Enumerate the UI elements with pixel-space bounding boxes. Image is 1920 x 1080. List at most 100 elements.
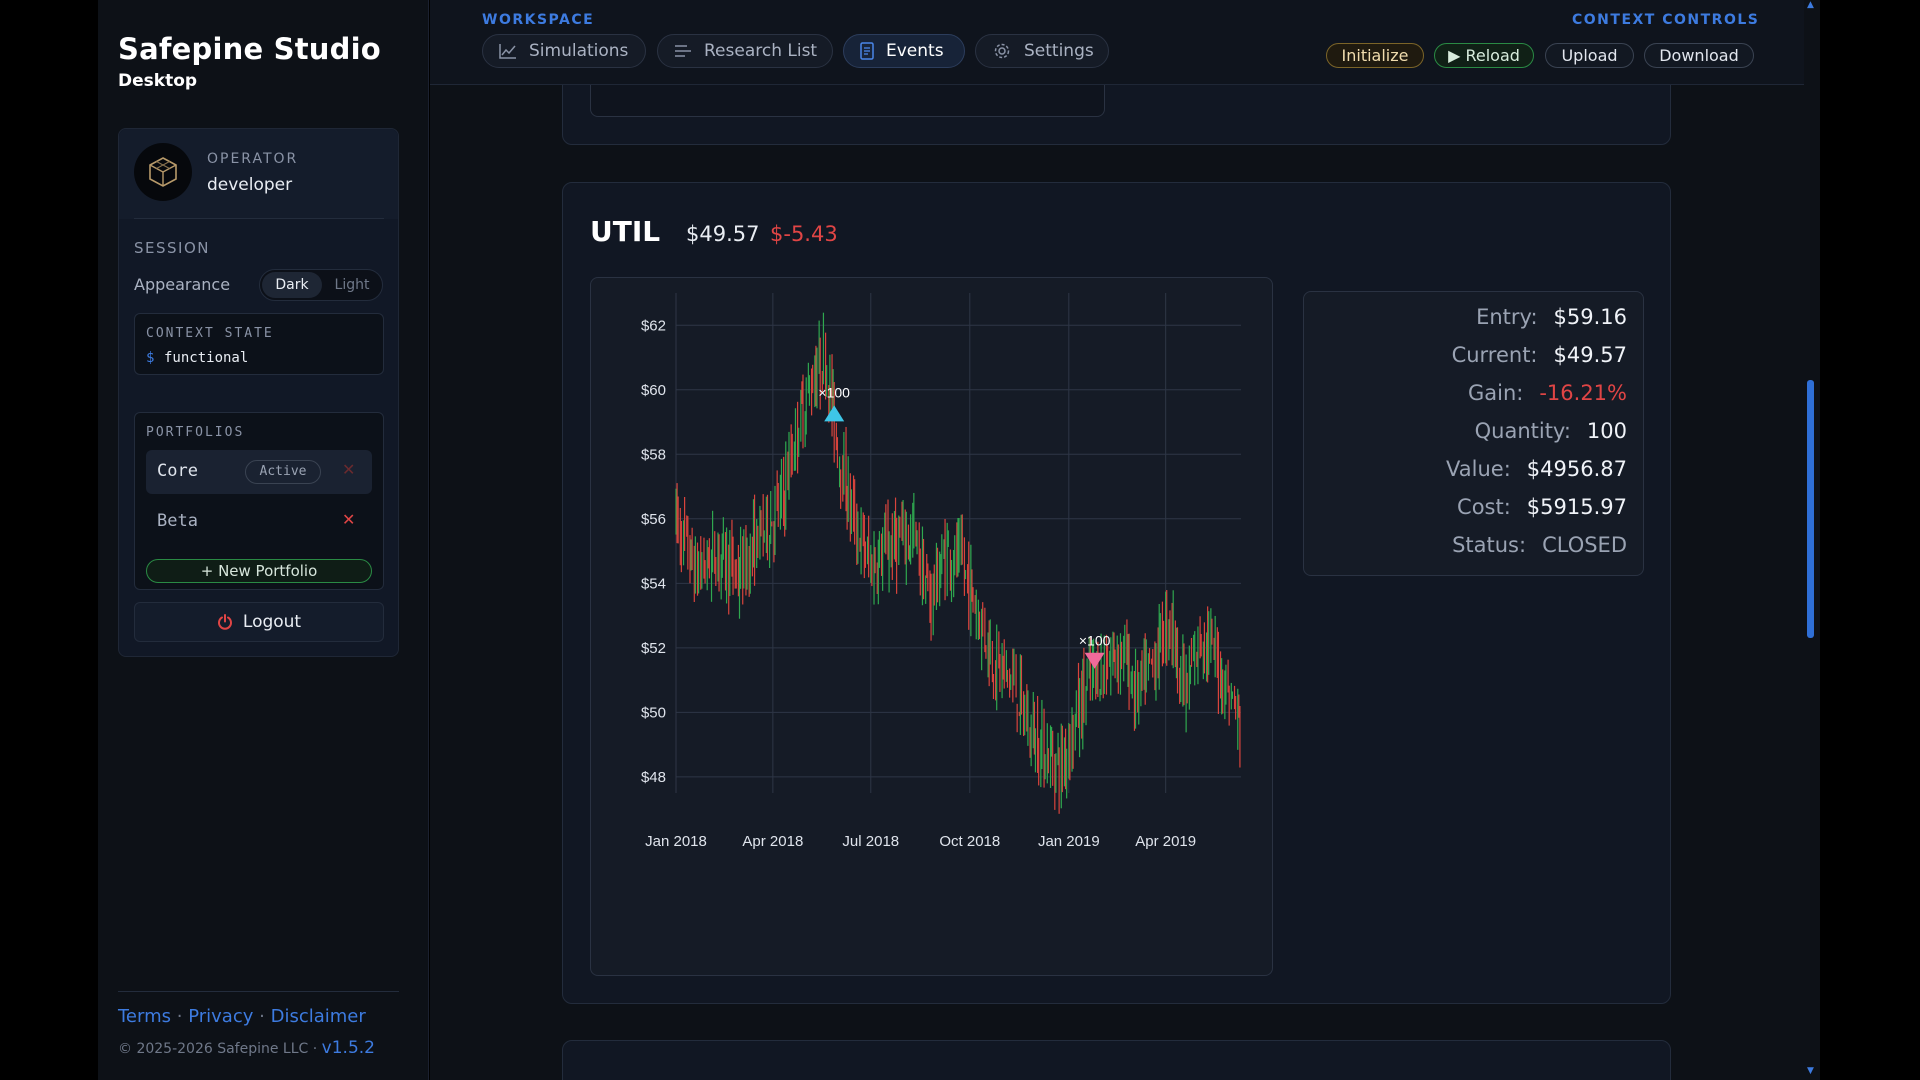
copyright-text: © 2025-2026 Safepine LLC · <box>118 1041 318 1057</box>
terms-link[interactable]: Terms <box>118 1006 172 1027</box>
avatar <box>134 143 192 201</box>
context-controls-label: CONTEXT CONTROLS <box>1572 12 1760 28</box>
event-price: $49.57 <box>686 222 760 246</box>
reload-button[interactable]: ▶ Reload <box>1434 43 1534 68</box>
separator: · <box>176 1006 183 1027</box>
context-state-box: CONTEXT STATE $ functional <box>134 313 384 375</box>
remove-portfolio-icon[interactable]: ✕ <box>342 510 356 529</box>
footer-links: Terms · Privacy · Disclaimer <box>118 1006 366 1027</box>
chart-line-icon <box>499 44 516 59</box>
y-tick-label: $50 <box>641 704 666 721</box>
stat-gain: Gain: -16.21% <box>1307 381 1627 411</box>
new-portfolio-button[interactable]: + New Portfolio <box>146 559 372 583</box>
stat-label: Quantity: <box>1474 419 1571 443</box>
x-tick-label: Jan 2019 <box>1038 833 1100 850</box>
event-ticker: UTIL <box>590 215 661 248</box>
stat-label: Status: <box>1452 533 1527 557</box>
portfolios-label: PORTFOLIOS <box>146 425 245 440</box>
y-tick-label: $56 <box>641 511 666 528</box>
operator-label: OPERATOR <box>207 151 299 167</box>
stat-value-row: Value: $4956.87 <box>1307 457 1627 487</box>
disclaimer-link[interactable]: Disclaimer <box>270 1006 366 1027</box>
app-subtitle: Desktop <box>118 71 198 91</box>
marker-label: ×100 <box>1079 633 1111 649</box>
buy-marker <box>824 405 845 422</box>
app-title: Safepine Studio <box>118 32 381 66</box>
x-tick-label: Oct 2018 <box>939 833 1000 850</box>
candlestick-chart: $62 $60 $58 $56 $54 $52 $50 $48 Jan 2018 Apr 2018… <box>641 293 1241 850</box>
y-tick-label: $54 <box>641 575 666 592</box>
stat-quantity: Quantity: 100 <box>1307 419 1627 449</box>
y-tick-label: $52 <box>641 640 666 657</box>
operator-block: OPERATOR developer <box>119 129 398 219</box>
active-badge: Active <box>245 460 321 484</box>
document-icon <box>860 42 874 60</box>
stat-current: Current: $49.57 <box>1307 343 1627 373</box>
cube-logo-icon <box>149 157 177 187</box>
remove-portfolio-icon[interactable]: ✕ <box>342 460 356 479</box>
theme-toggle[interactable]: Dark Light <box>259 269 383 301</box>
x-tick-label: Apr 2019 <box>1135 833 1196 850</box>
portfolios-box: PORTFOLIOS Core Active ✕ Beta ✕ + New Po… <box>134 412 384 590</box>
price-chart: $62 $60 $58 $56 $54 $52 $50 $48 Jan 2018 Apr 2018… <box>590 277 1273 976</box>
stat-value: CLOSED <box>1542 533 1627 557</box>
privacy-link[interactable]: Privacy <box>188 1006 254 1027</box>
workspace-label: WORKSPACE <box>482 12 595 28</box>
context-prompt: $ <box>146 350 155 366</box>
tab-events[interactable]: Events <box>843 34 965 68</box>
copyright: © 2025-2026 Safepine LLC · v1.5.2 <box>118 1038 375 1058</box>
tab-research-list[interactable]: Research List <box>657 34 833 68</box>
power-icon <box>217 614 232 630</box>
y-tick-label: $62 <box>641 317 666 334</box>
stat-value: $49.57 <box>1553 343 1627 367</box>
theme-light-option[interactable]: Light <box>334 277 370 293</box>
separator: · <box>259 1006 265 1027</box>
top-bar: WORKSPACE Simulations Research List <box>430 0 1804 85</box>
logout-label: Logout <box>242 612 302 632</box>
initialize-button[interactable]: Initialize <box>1326 43 1424 68</box>
operator-name: developer <box>207 175 293 195</box>
logout-button[interactable]: Logout <box>134 602 384 642</box>
gear-icon <box>994 43 1010 59</box>
x-tick-label: Apr 2018 <box>742 833 803 850</box>
list-icon <box>675 45 691 57</box>
context-state-value: functional <box>164 350 249 366</box>
tab-label: Settings <box>1024 41 1094 61</box>
sidebar-panel: OPERATOR developer SESSION Appearance Da… <box>118 128 399 657</box>
portfolio-name: Core <box>157 461 198 481</box>
position-stats: Entry: $59.16 Current: $49.57 Gain: -16.… <box>1303 291 1644 576</box>
upload-button[interactable]: Upload <box>1545 43 1634 68</box>
event-change: $-5.43 <box>770 222 838 246</box>
divider <box>118 991 399 992</box>
main-content: UTIL $49.57 $-5.43 $62 $60 $58 $56 $54 $52 $50… <box>430 0 1804 1080</box>
tab-label: Research List <box>704 41 818 61</box>
next-event-card <box>562 1040 1671 1080</box>
stat-cost: Cost: $5915.97 <box>1307 495 1627 525</box>
session-label: SESSION <box>134 239 210 257</box>
scrollbar-thumb[interactable] <box>1807 380 1814 638</box>
context-state-label: CONTEXT STATE <box>146 326 274 341</box>
stat-label: Gain: <box>1467 381 1524 405</box>
stat-label: Current: <box>1451 343 1538 367</box>
portfolio-name: Beta <box>157 511 198 531</box>
sidebar: Safepine Studio Desktop OPERATOR develop… <box>98 0 429 1080</box>
tab-label: Events <box>886 41 944 61</box>
scroll-down-arrow-icon[interactable]: ▼ <box>1807 1066 1814 1076</box>
stat-value: 100 <box>1586 419 1627 443</box>
stat-entry: Entry: $59.16 <box>1307 305 1627 335</box>
marker-label: ×100 <box>818 384 850 400</box>
x-tick-label: Jan 2018 <box>645 833 707 850</box>
tab-settings[interactable]: Settings <box>975 34 1109 68</box>
theme-dark-option[interactable]: Dark <box>262 272 322 298</box>
stat-value: $4956.87 <box>1526 457 1627 481</box>
sell-marker <box>1084 652 1105 669</box>
tab-simulations[interactable]: Simulations <box>482 34 646 68</box>
scroll-up-arrow-icon[interactable]: ▲ <box>1807 0 1814 10</box>
version-link[interactable]: v1.5.2 <box>321 1038 375 1058</box>
portfolio-item-core[interactable]: Core Active ✕ <box>146 450 372 494</box>
download-button[interactable]: Download <box>1644 43 1754 68</box>
portfolio-item-beta[interactable]: Beta ✕ <box>146 500 372 544</box>
stat-label: Value: <box>1446 457 1511 481</box>
y-tick-label: $58 <box>641 446 666 463</box>
x-tick-label: Jul 2018 <box>842 833 899 850</box>
